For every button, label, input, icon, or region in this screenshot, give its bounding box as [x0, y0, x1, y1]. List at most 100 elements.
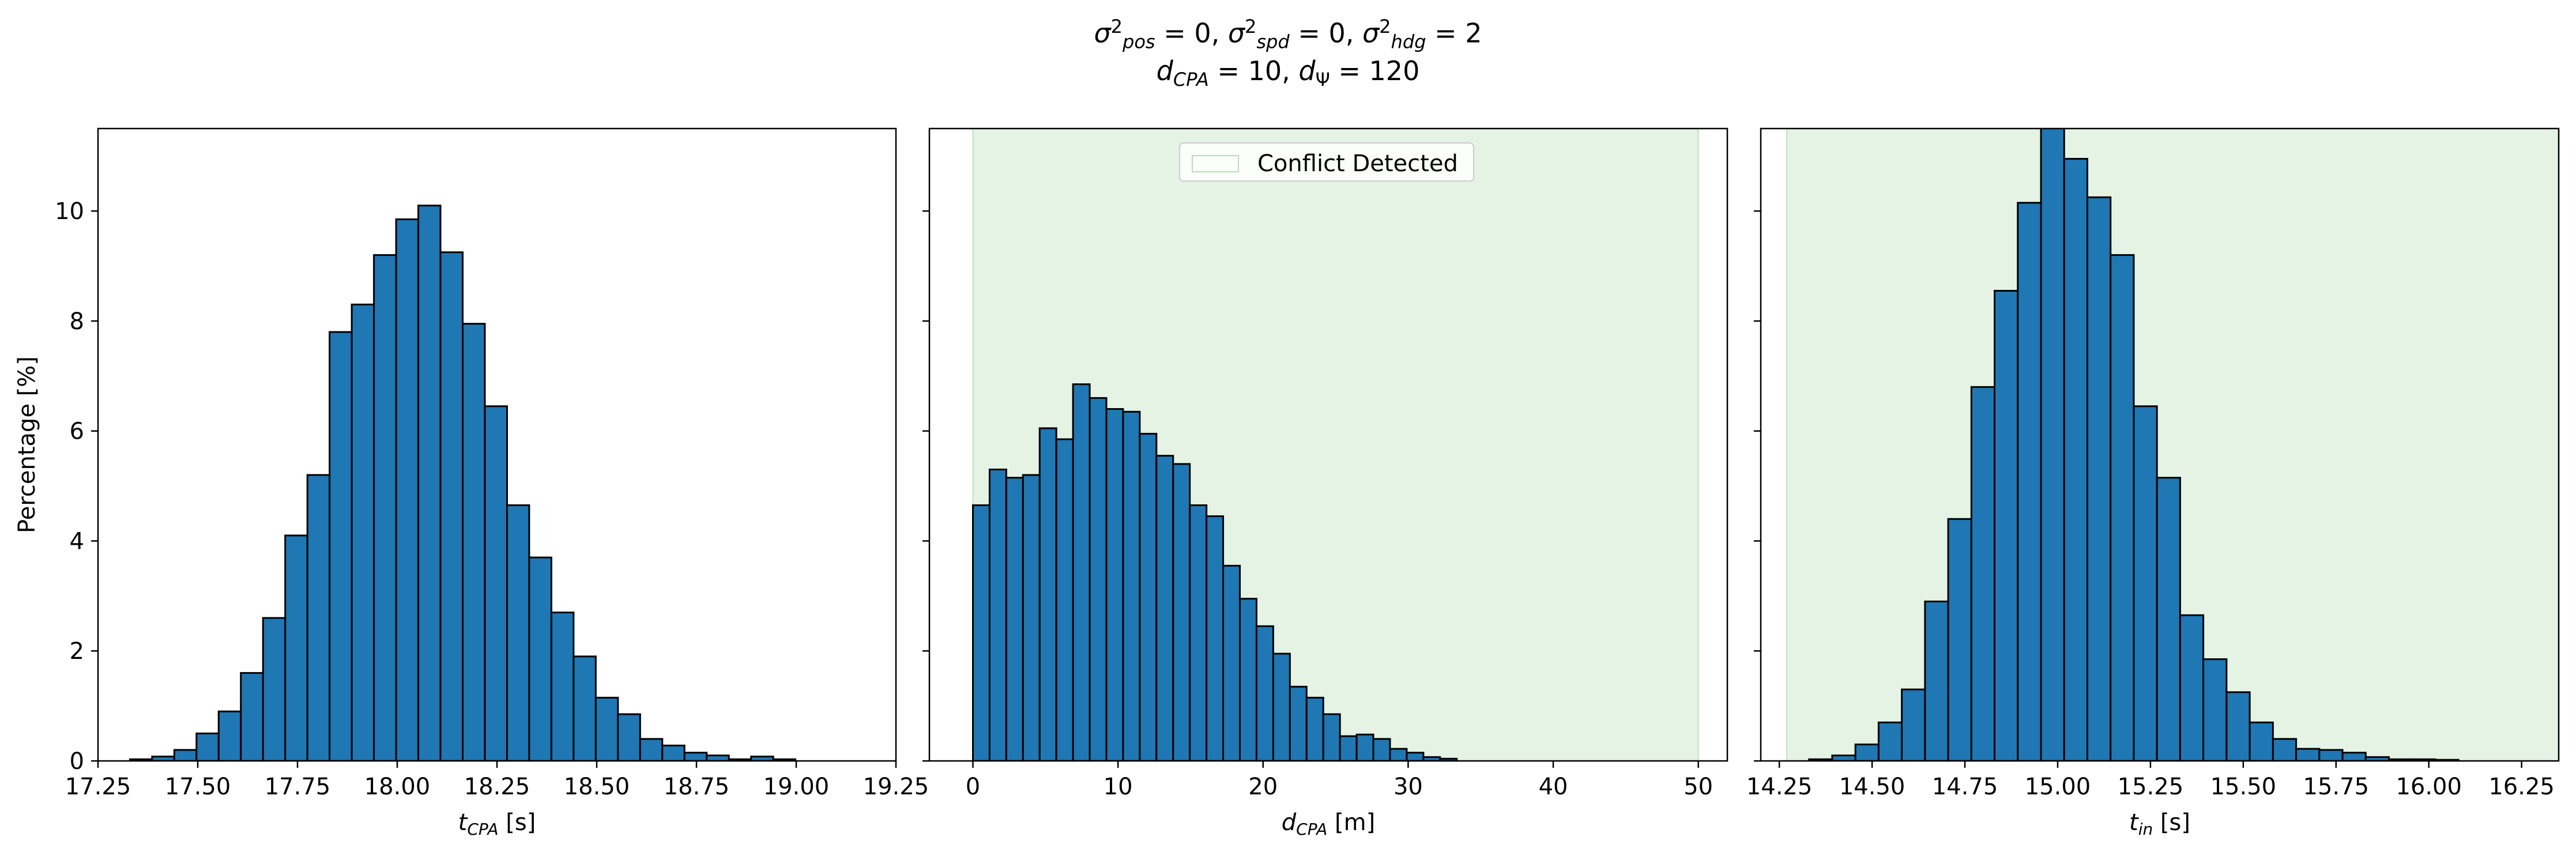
x-tick-label: 18.00: [364, 774, 431, 800]
y-tick-label: 0: [70, 748, 84, 775]
y-tick-label: 6: [70, 419, 84, 445]
histogram-bar: [195, 732, 220, 761]
histogram-bar: [329, 331, 353, 761]
histogram-bar: [2202, 658, 2228, 761]
histogram-bar: [528, 556, 552, 761]
x-tick-label: 50: [1684, 774, 1713, 800]
x-tick-label: 18.50: [564, 774, 630, 800]
histogram-bar: [217, 710, 242, 761]
histogram-bar: [173, 749, 198, 761]
axes-frame: [1760, 127, 2560, 762]
histogram-bar: [1289, 685, 1308, 761]
histogram-bar: [1994, 289, 2019, 761]
legend-conflict-detected: Conflict Detected: [1179, 142, 1474, 182]
x-tick-label: 17.75: [265, 774, 331, 800]
histogram-bar: [706, 754, 730, 761]
histogram-bar: [661, 744, 686, 761]
histogram-bar: [2249, 721, 2274, 761]
x-tick-label: 17.25: [65, 774, 131, 800]
histogram-bar: [484, 405, 508, 761]
histogram-bar: [2318, 749, 2344, 761]
axes-frame: [928, 127, 1728, 762]
y-tick-label: 8: [70, 308, 84, 335]
x-axis-label: dCPA [m]: [1282, 809, 1375, 839]
histogram-bar: [1831, 754, 1856, 761]
histogram-bar: [1005, 477, 1024, 761]
histogram-bar: [772, 758, 797, 761]
histogram-bar: [1105, 408, 1124, 761]
legend-swatch: [1192, 155, 1239, 172]
histogram-bar: [2086, 196, 2112, 761]
panel-t-cpa: 17.25 17.50 17.75 18.00 18.25 18.50 18.75 19.00…: [14, 127, 929, 839]
x-axis-label: tCPA [s]: [458, 809, 536, 839]
histogram-bar: [2063, 157, 2088, 761]
histogram-bar: [351, 303, 375, 761]
histogram-bar: [1239, 598, 1257, 761]
x-tick-label: 0: [966, 774, 980, 800]
histogram-bar: [1389, 748, 1408, 761]
histogram-bar: [284, 534, 308, 761]
histogram-bar: [1305, 696, 1324, 761]
histogram-bar: [971, 504, 991, 761]
y-tick-label: 2: [70, 638, 84, 665]
x-tick-label: 14.50: [1839, 774, 1905, 800]
x-tick-label: 19.00: [763, 774, 830, 800]
histogram-bar: [1406, 752, 1425, 761]
x-axis-label: tin [s]: [2129, 809, 2190, 839]
histogram-bar: [1355, 733, 1374, 761]
histogram-bar: [417, 205, 442, 761]
histogram-bar: [1322, 713, 1341, 761]
histogram-bar: [1947, 518, 1972, 761]
x-tick-label: 14.25: [1746, 774, 1813, 800]
histogram-bar: [306, 474, 331, 761]
x-tick-label: 15.00: [2025, 774, 2091, 800]
histogram-bar: [2156, 477, 2181, 761]
histogram-bar: [1255, 625, 1274, 761]
x-tick-label: 15.50: [2210, 774, 2277, 800]
x-tick-label: 10: [1104, 774, 1133, 800]
x-tick-label: 15.25: [2118, 774, 2184, 800]
x-tick-label: 40: [1539, 774, 1568, 800]
x-tick-label: 17.50: [165, 774, 231, 800]
x-tick-label: 19.25: [863, 774, 929, 800]
y-axis-label: Percentage [%]: [14, 356, 40, 533]
histogram-bar: [1970, 386, 1996, 761]
histogram-bar: [2341, 752, 2367, 761]
histogram-bar: [1877, 721, 1903, 761]
histogram-bar: [1854, 743, 1880, 761]
histogram-bar: [988, 468, 1007, 761]
histogram-bar: [617, 713, 641, 761]
histogram-bar: [2133, 405, 2158, 761]
histogram-bars: [1808, 129, 2460, 761]
histogram-bar: [1022, 474, 1041, 761]
histogram-bar: [1901, 688, 1926, 761]
x-tick-label: 18.75: [664, 774, 730, 800]
x-tick-label: 16.25: [2488, 774, 2555, 800]
histogram-bar: [2110, 254, 2135, 761]
histogram-bar: [2272, 738, 2298, 761]
x-tick-label: 30: [1394, 774, 1423, 800]
histogram-bar: [2225, 691, 2251, 761]
x-tick-label: 20: [1248, 774, 1278, 800]
histogram-bar: [2017, 202, 2042, 761]
figure-title-line-1: σ2pos = 0, σ2spd = 0, σ2hdg = 2: [1094, 16, 1482, 53]
histogram-bar: [594, 696, 619, 761]
histogram-bar: [1089, 397, 1108, 761]
x-tick-label: 15.75: [2303, 774, 2370, 800]
x-tick-label: 18.25: [464, 774, 530, 800]
y-tick-label: 10: [55, 198, 84, 225]
histogram-bar: [1172, 463, 1191, 761]
panel-t-in: 14.25 14.50 14.75 15.00 15.25 15.50 15.75 16.00…: [1746, 127, 2560, 839]
x-tick-label: 14.75: [1932, 774, 1998, 800]
histogram-bar: [1222, 564, 1241, 761]
histogram-bar: [506, 504, 530, 761]
histogram-bar: [683, 752, 708, 761]
histogram-bar: [1189, 504, 1208, 761]
panel-d-cpa: 0 10 20 30 40 50 dCPA [m]: [922, 127, 1728, 839]
histogram-bar: [639, 738, 664, 761]
histogram-bar: [1139, 432, 1158, 761]
histogram-bar: [395, 218, 420, 761]
histogram-bar: [439, 251, 464, 761]
histogram-bar: [1122, 410, 1141, 761]
